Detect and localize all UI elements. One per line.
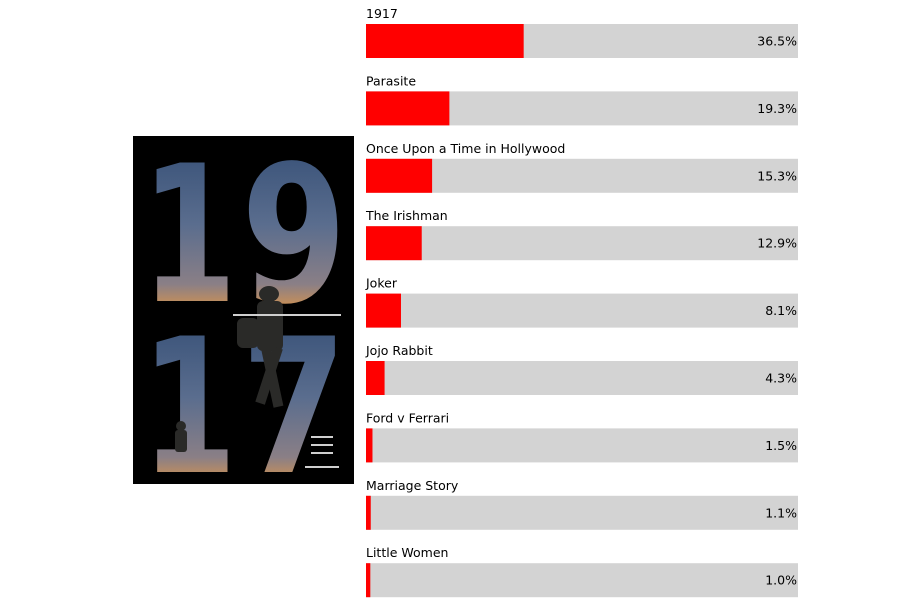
category-label: Marriage Story xyxy=(366,478,459,493)
bar xyxy=(366,495,371,530)
value-label: 8.1% xyxy=(765,303,797,318)
movie-poster: 1 9 1 7 xyxy=(133,136,354,484)
bar-row: The Irishman 12.9% xyxy=(365,208,798,261)
soldier-silhouette xyxy=(175,286,284,452)
category-label: Ford v Ferrari xyxy=(366,410,449,425)
bar-row: Jojo Rabbit 4.3% xyxy=(365,343,798,395)
bar-row: Little Women 1.0% xyxy=(366,545,798,598)
bar-row: Once Upon a Time in Hollywood 15.3% xyxy=(366,141,798,193)
bar-row: Parasite 19.3% xyxy=(366,73,798,126)
bar-track xyxy=(366,226,798,261)
bar-row: Joker 8.1% xyxy=(365,276,798,328)
bar xyxy=(366,226,422,261)
value-label: 4.3% xyxy=(765,371,797,386)
bar xyxy=(366,563,371,598)
category-label: Joker xyxy=(365,276,398,291)
category-label: The Irishman xyxy=(365,208,448,223)
value-label: 1.1% xyxy=(765,505,797,520)
bar-track xyxy=(366,563,798,598)
bar xyxy=(366,91,450,126)
bar xyxy=(366,293,401,328)
poster-digit-1b: 1 xyxy=(141,298,237,484)
bar-track xyxy=(366,428,798,463)
poster-artwork: 1 9 1 7 xyxy=(133,136,354,484)
category-label: Little Women xyxy=(366,545,448,560)
category-label: Parasite xyxy=(366,73,416,88)
bar xyxy=(366,158,433,193)
bar-track xyxy=(366,158,798,193)
bar-track xyxy=(366,495,798,530)
value-label: 36.5% xyxy=(757,34,797,49)
value-label: 12.9% xyxy=(757,236,797,251)
bar-track xyxy=(366,361,798,395)
value-label: 1.0% xyxy=(765,573,797,588)
poster-fine-print xyxy=(233,314,341,468)
category-label: 1917 xyxy=(366,6,398,21)
bar xyxy=(366,361,385,395)
value-label: 15.3% xyxy=(757,168,797,183)
value-label: 1.5% xyxy=(765,438,797,453)
bar xyxy=(366,24,524,58)
bar-row: Marriage Story 1.1% xyxy=(366,478,798,530)
poster-digit-1: 1 xyxy=(141,136,237,346)
bar xyxy=(366,428,373,463)
bar-track xyxy=(366,293,798,328)
bar-row: 1917 36.5% xyxy=(366,6,798,58)
category-label: Jojo Rabbit xyxy=(365,343,433,358)
value-label: 19.3% xyxy=(757,101,797,116)
category-label: Once Upon a Time in Hollywood xyxy=(366,141,565,156)
bar-row: Ford v Ferrari 1.5% xyxy=(366,410,798,463)
